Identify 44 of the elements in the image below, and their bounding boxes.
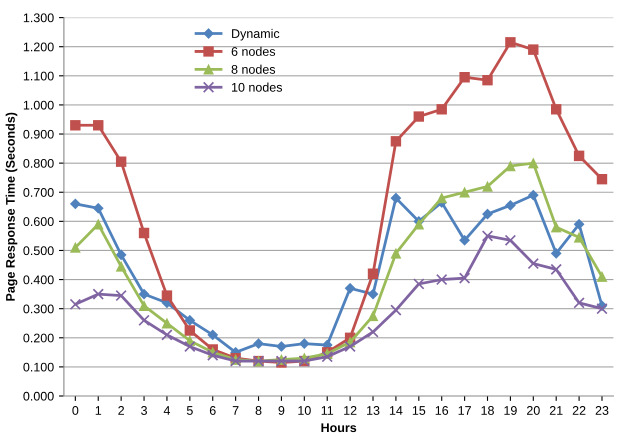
legend-label: 8 nodes (232, 64, 276, 74)
y-tick-label: 0.200 (23, 334, 54, 342)
x-tick-label: 7 (232, 406, 238, 415)
y-tick-label: 1.100 (24, 72, 54, 80)
y-tick-label: 1.200 (24, 42, 54, 52)
x-tick-label: 4 (164, 406, 170, 415)
x-tick-label: 9 (278, 406, 284, 415)
y-tick-label: 0.300 (23, 304, 54, 314)
legend-label: 6 nodes (232, 46, 276, 56)
x-tick-label: 6 (210, 406, 216, 415)
legend-label: 10 nodes (232, 82, 282, 92)
y-tick-label: 1.000 (24, 100, 54, 110)
x-tick-label: 10 (298, 406, 311, 415)
x-tick-label: 18 (482, 406, 494, 415)
y-tick-label: 0.800 (23, 158, 54, 168)
x-tick-label: 15 (412, 406, 426, 415)
x-tick-label: 13 (367, 406, 380, 415)
x-tick-label: 22 (572, 406, 586, 415)
y-axis-title: Page Response Time (Seconds) (6, 112, 18, 301)
x-tick-label: 2 (118, 406, 124, 415)
y-tick-label: 0.700 (23, 188, 54, 197)
x-tick-label: 1 (96, 406, 102, 415)
x-tick-label: 3 (141, 406, 147, 415)
y-tick-label: 0.100 (23, 362, 54, 372)
x-tick-label: 17 (458, 406, 471, 415)
x-axis-title: Hours (321, 423, 356, 432)
x-tick-label: 12 (344, 406, 356, 415)
x-tick-label: 20 (526, 406, 540, 415)
x-tick-label: 16 (436, 406, 448, 415)
x-tick-label: 0 (72, 406, 78, 415)
x-tick-label: 8 (256, 406, 262, 415)
y-tick-label: 0.400 (23, 275, 54, 284)
legend-label: Dynamic (232, 28, 280, 40)
x-tick-label: 21 (550, 406, 563, 415)
y-tick-label: 0.600 (23, 217, 54, 226)
x-tick-label: 23 (596, 406, 608, 415)
y-tick-label: 1.300 (24, 13, 54, 22)
y-tick-label: 0.000 (23, 392, 54, 401)
y-tick-label: 0.500 (23, 246, 54, 256)
x-tick-label: 5 (186, 406, 193, 415)
x-tick-label: 14 (390, 406, 402, 415)
x-tick-label: 11 (322, 406, 334, 415)
y-tick-label: 0.900 (23, 130, 54, 139)
x-tick-label: 19 (504, 406, 517, 415)
